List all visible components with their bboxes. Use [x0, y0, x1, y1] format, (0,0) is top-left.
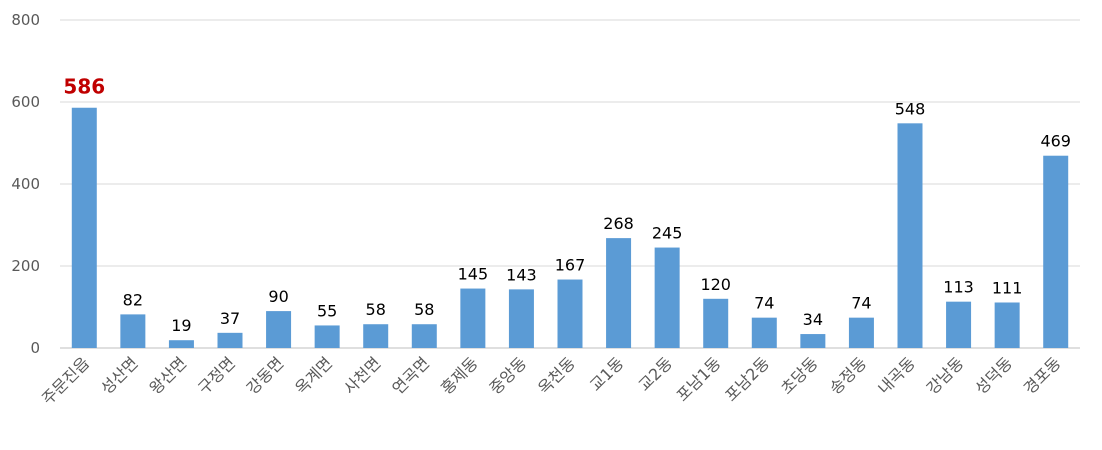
- data-label: 548: [895, 99, 926, 118]
- bar: [897, 123, 923, 348]
- bar: [120, 314, 146, 348]
- data-label: 58: [414, 300, 434, 319]
- x-tick-label: 주문진읍: [38, 353, 93, 408]
- bar: [314, 325, 340, 348]
- bar: [606, 238, 632, 348]
- x-tick-label: 성산면: [97, 353, 142, 398]
- data-label: 55: [317, 301, 337, 320]
- y-axis-ticks: 0 200 400 600 800: [11, 11, 40, 357]
- data-label: 111: [992, 278, 1023, 297]
- highlighted-data-label: 586: [63, 75, 105, 99]
- x-tick-label: 강동면: [243, 353, 288, 398]
- bar: [217, 332, 243, 348]
- x-tick-label: 왕산면: [146, 353, 191, 398]
- data-label: 37: [220, 309, 240, 328]
- y-tick-label: 600: [11, 93, 40, 111]
- x-tick-label: 교1동: [586, 353, 627, 394]
- bar: [266, 311, 292, 348]
- y-tick-label: 400: [11, 175, 40, 193]
- data-label: 74: [754, 294, 774, 313]
- x-tick-label: 초당동: [777, 353, 822, 398]
- data-label: 120: [700, 275, 731, 294]
- data-label: 143: [506, 265, 537, 284]
- data-label: 113: [943, 278, 974, 297]
- data-label: 74: [851, 294, 871, 313]
- data-label: 245: [652, 224, 683, 243]
- x-tick-label: 경포동: [1020, 353, 1065, 398]
- bar: [168, 340, 194, 348]
- x-tick-label: 교2동: [635, 353, 676, 394]
- data-label: 82: [123, 290, 143, 309]
- x-tick-label: 홍제동: [437, 353, 482, 398]
- y-tick-label: 800: [11, 11, 40, 29]
- data-label: 19: [171, 316, 191, 335]
- bar: [703, 298, 729, 348]
- x-tick-label: 송정동: [826, 353, 871, 398]
- data-label: 167: [555, 256, 586, 275]
- x-tick-label: 중앙동: [486, 353, 531, 398]
- data-label: 34: [803, 310, 823, 329]
- x-tick-label: 연곡면: [388, 353, 433, 398]
- y-tick-label: 200: [11, 257, 40, 275]
- x-tick-label: 포남1동: [673, 353, 725, 405]
- data-label: 58: [366, 300, 386, 319]
- x-tick-label: 성덕동: [971, 353, 1016, 398]
- bar: [411, 324, 437, 348]
- bar: [946, 301, 972, 348]
- y-tick-label: 0: [30, 339, 40, 357]
- x-tick-label: 옥천동: [534, 353, 579, 398]
- bar: [557, 279, 583, 348]
- bar: [1043, 155, 1069, 348]
- bar: [751, 317, 777, 348]
- data-label: 268: [603, 214, 634, 233]
- x-tick-label: 사천면: [340, 353, 385, 398]
- x-tick-label: 강남동: [923, 353, 968, 398]
- data-label: 469: [1040, 132, 1071, 151]
- bar: [800, 334, 826, 348]
- x-axis-ticks: 주문진읍 성산면 왕산면 구정면 강동면 옥계면 사천면 연곡면 홍제동 중앙동 옥천동 교1동 교2동…: [38, 353, 1065, 408]
- bars: [71, 107, 1069, 349]
- x-tick-label: 내곡동: [874, 353, 919, 398]
- x-tick-label: 옥계면: [291, 353, 336, 398]
- bar: [994, 302, 1020, 348]
- data-labels: 586 82 19 37 90 55 58 58 145 143 167 268 245 120 74 34 7…: [63, 75, 1071, 335]
- bar: [508, 289, 534, 348]
- bar: [363, 324, 389, 348]
- bar: [71, 107, 97, 349]
- x-tick-label: 구정면: [194, 353, 239, 398]
- bar: [848, 317, 874, 348]
- data-label: 90: [268, 287, 288, 306]
- data-label: 145: [458, 265, 489, 284]
- bar: [654, 247, 680, 348]
- x-tick-label: 포남2동: [721, 353, 773, 405]
- bar: [460, 288, 486, 348]
